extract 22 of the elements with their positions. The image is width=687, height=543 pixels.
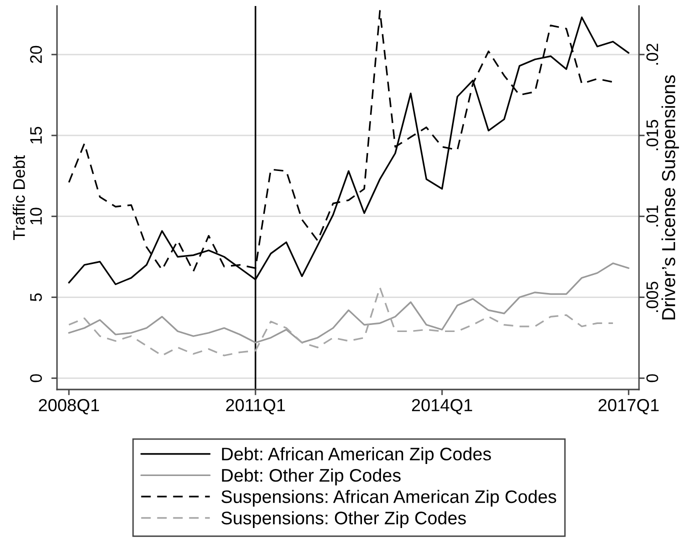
x-tick-label: 2017Q1 bbox=[598, 398, 659, 414]
x-tick-label: 2014Q1 bbox=[412, 398, 472, 414]
y-tick-label: 5 bbox=[30, 293, 42, 302]
line-series bbox=[68, 286, 614, 356]
y-tick-label: 10 bbox=[30, 208, 42, 224]
line-series bbox=[68, 262, 630, 344]
y2-axis-title: Driver’s License Suspensions bbox=[661, 75, 679, 320]
y2-tick-label: .01 bbox=[646, 206, 658, 226]
y-tick-label: 15 bbox=[30, 126, 42, 144]
y-tick-label: 20 bbox=[30, 46, 42, 63]
y2-tick-label: 0 bbox=[646, 374, 658, 382]
legend-label: Suspensions: African American Zip Codes bbox=[221, 490, 556, 507]
legend-label: Debt: African American Zip Codes bbox=[222, 447, 491, 464]
y2-tick-label: .02 bbox=[646, 44, 658, 65]
legend-label: Suspensions: Other Zip Codes bbox=[221, 511, 466, 528]
x-tick-label: 2008Q1 bbox=[38, 398, 99, 414]
legend-label: Debt: Other Zip Codes bbox=[222, 468, 401, 486]
y-tick-label: 0 bbox=[30, 374, 42, 382]
y2-tick-label: .015 bbox=[646, 120, 658, 150]
y2-tick-label: .005 bbox=[646, 282, 658, 312]
y-axis-title: Traffic Debt bbox=[12, 155, 25, 240]
x-tick-label: 2011Q1 bbox=[226, 398, 285, 414]
